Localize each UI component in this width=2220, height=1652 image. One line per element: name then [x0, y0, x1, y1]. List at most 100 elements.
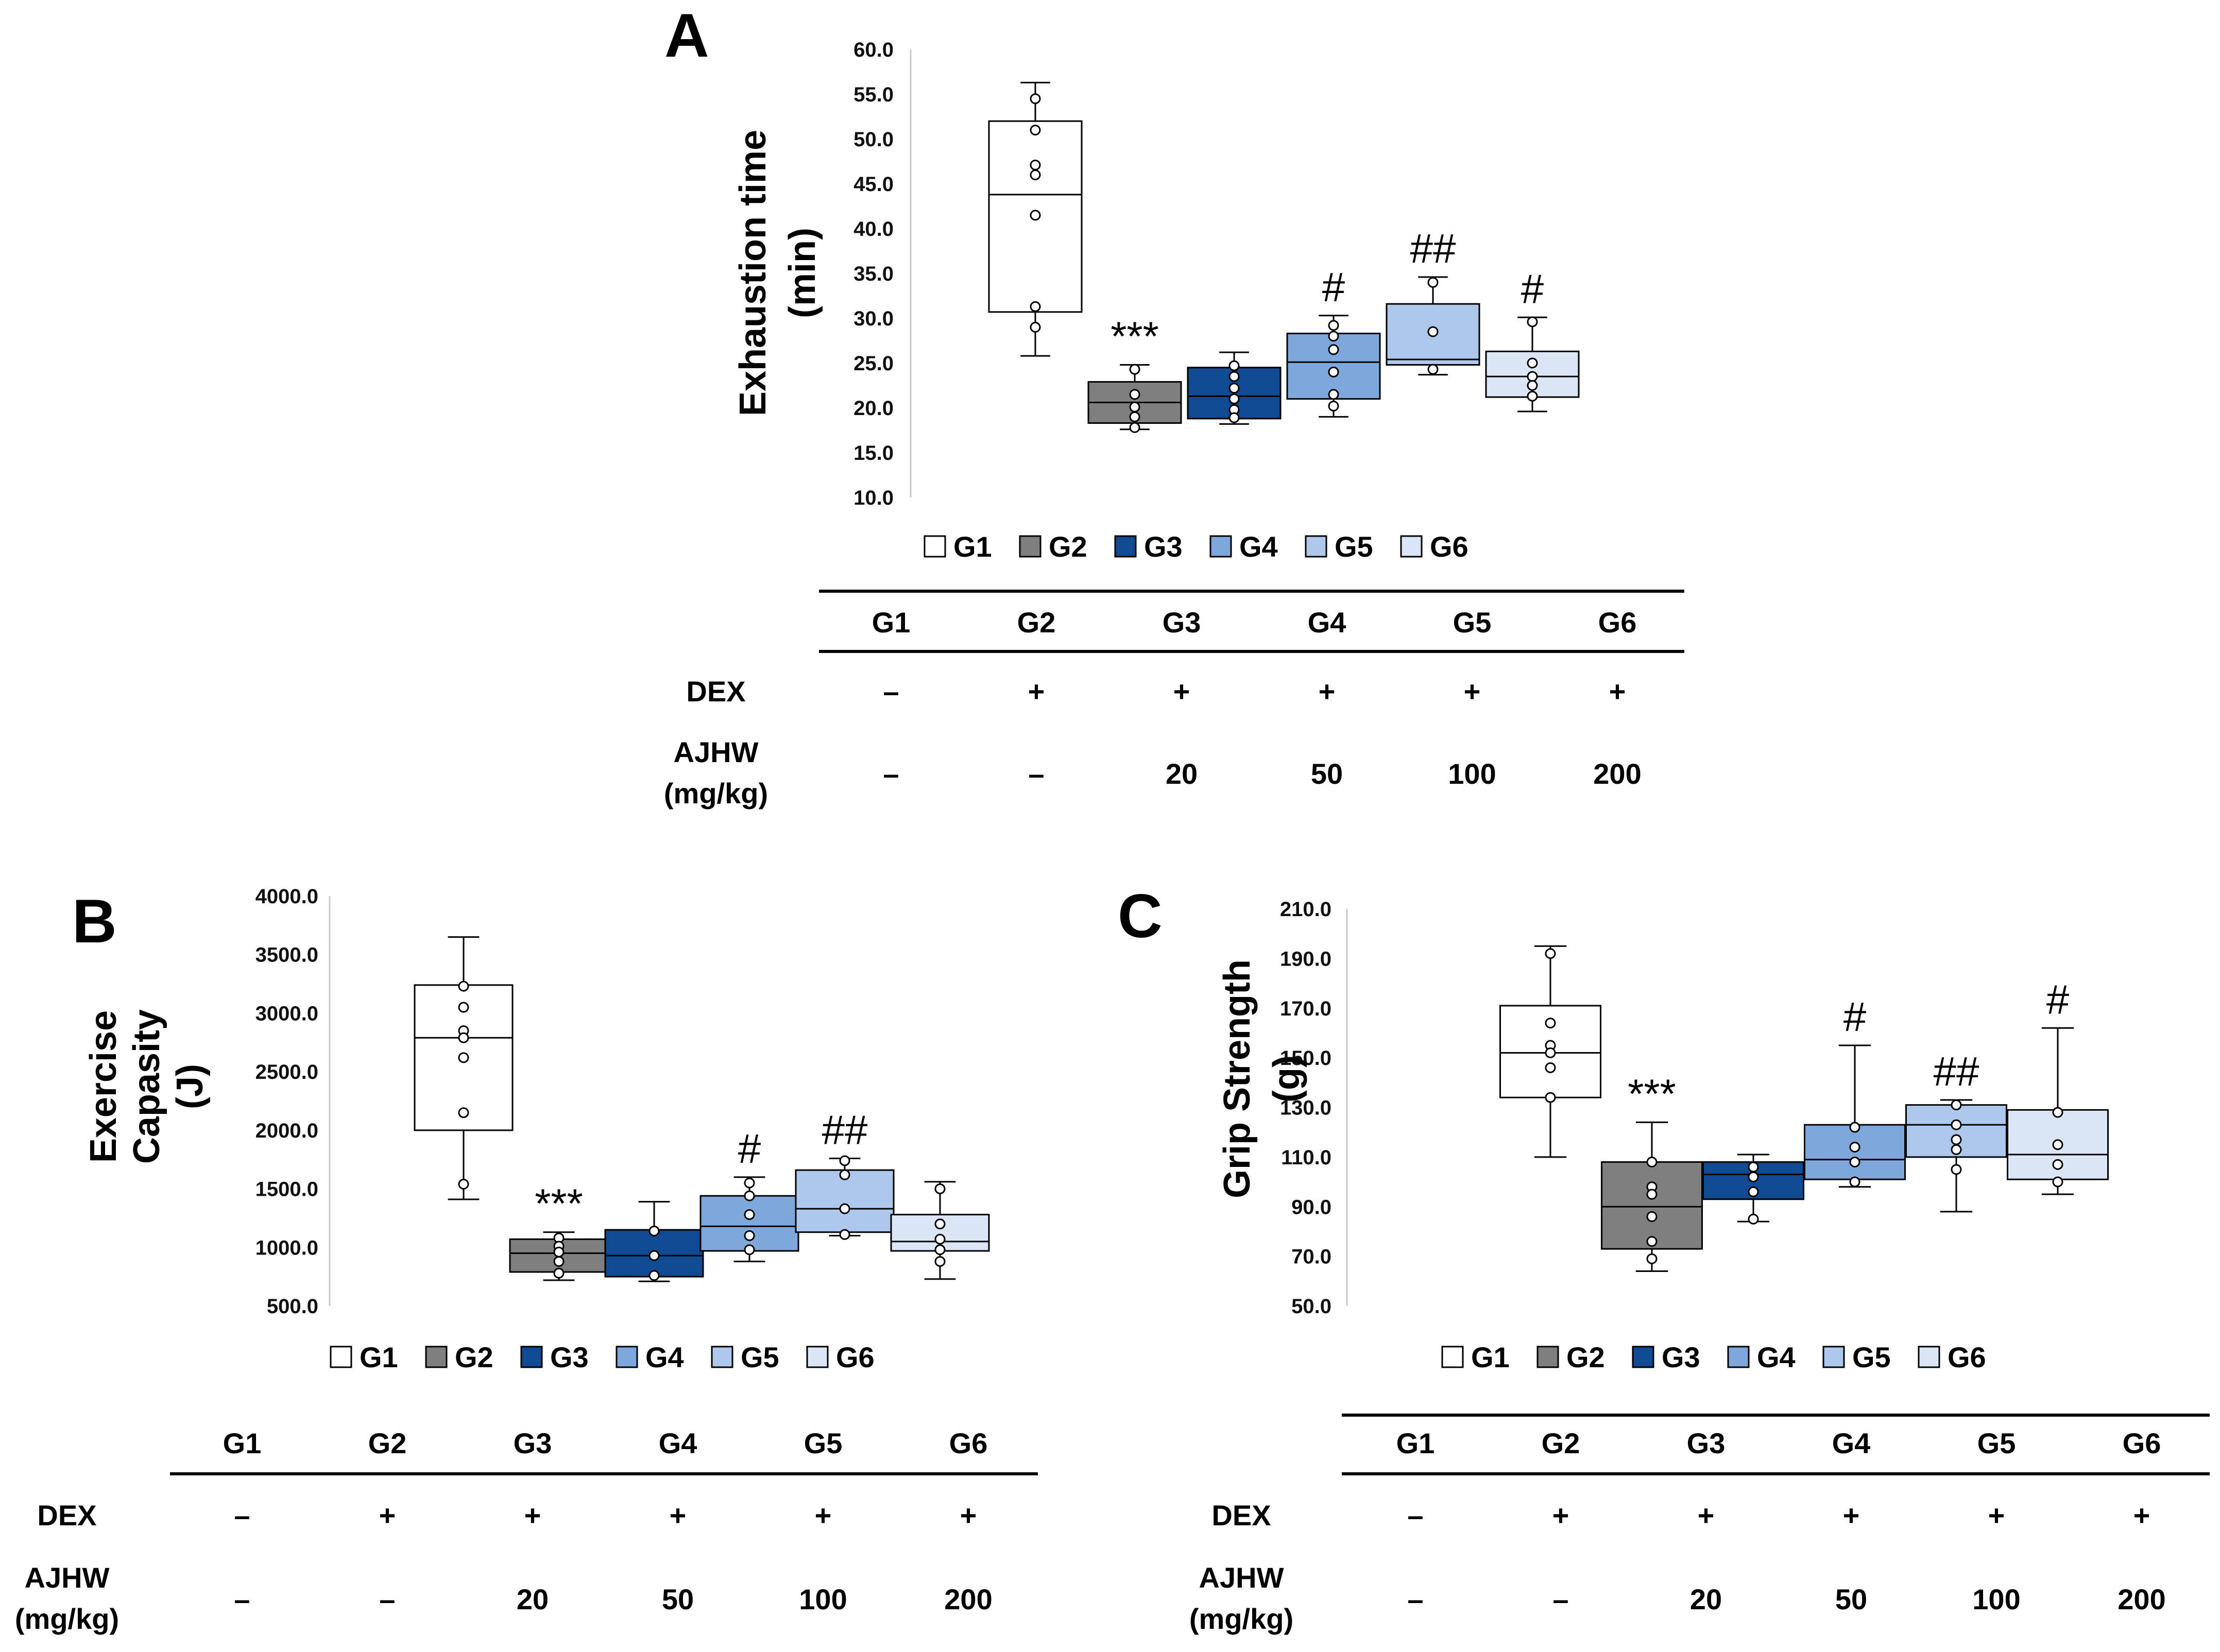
legend-swatch	[425, 1346, 448, 1368]
data-point	[839, 1155, 850, 1166]
table-ajhw-cell: 20	[1690, 1583, 1722, 1615]
table-ajhw-cell: –	[1407, 1583, 1423, 1615]
data-point	[1427, 326, 1439, 337]
table-row-label-ajhw: AJHW	[674, 736, 759, 768]
table-row-label-unit: (mg/kg)	[15, 1603, 119, 1635]
table-ajhw-cell: 50	[1835, 1583, 1867, 1615]
box-iqr	[1601, 1161, 1703, 1250]
data-point	[458, 1052, 469, 1063]
y-tick-label: 40.0	[853, 218, 894, 240]
table-header-cell: G5	[1453, 606, 1492, 639]
legend-swatch	[806, 1346, 829, 1368]
data-point	[1129, 422, 1140, 433]
data-point	[839, 1203, 850, 1214]
data-point	[1646, 1236, 1658, 1247]
y-axis-label: Exhaustion time (min)	[732, 130, 823, 416]
data-point	[934, 1183, 946, 1195]
y-axis-label-line: (J)	[169, 1064, 211, 1109]
box-iqr	[699, 1195, 799, 1252]
data-point	[1328, 366, 1339, 377]
legend-label: G4	[645, 1341, 684, 1373]
data-point	[1030, 210, 1041, 221]
data-point	[1030, 93, 1041, 105]
data-point	[744, 1177, 755, 1189]
data-point	[1427, 277, 1439, 288]
significance-marker: #	[2046, 976, 2070, 1022]
data-point	[553, 1246, 565, 1258]
legend-swatch	[1441, 1346, 1464, 1368]
data-point	[1129, 411, 1140, 422]
table-ajhw-cell: 200	[1593, 758, 1641, 790]
legend-swatch	[711, 1346, 733, 1368]
legend-swatch	[1727, 1346, 1750, 1368]
y-tick-label: 170.0	[1280, 997, 1331, 1020]
data-point	[1129, 401, 1140, 412]
significance-marker: #	[1843, 994, 1867, 1040]
table-ajhw-cell: –	[379, 1583, 395, 1615]
table-header-cell: G5	[804, 1427, 843, 1459]
table-dex-cell: +	[1464, 675, 1481, 708]
table-header-cell: G2	[368, 1427, 407, 1459]
box-g5	[1905, 1099, 2007, 1213]
data-point	[1030, 321, 1041, 333]
data-point	[1748, 1161, 1759, 1173]
legend-label: G2	[1049, 530, 1087, 563]
box-g1	[414, 936, 514, 1200]
significance-marker: ##	[1934, 1048, 1979, 1094]
table-ajhw-cell: 20	[1166, 758, 1198, 790]
y-axis-label-line: Capasity	[126, 1009, 167, 1164]
y-tick-label: 190.0	[1280, 948, 1331, 970]
legend-label: G1	[360, 1341, 398, 1373]
table-dex-cell: +	[524, 1499, 541, 1531]
legend-label: G6	[836, 1341, 875, 1373]
treatment-table: G1 – – G2 + – G3 +20 G4 +50 G5 +100 G6 +200 DEX AJHW (mg…	[1189, 1414, 2210, 1635]
y-tick-label: 55.0	[853, 83, 894, 106]
data-point	[1228, 383, 1240, 394]
table-header-cell: G1	[223, 1427, 262, 1459]
legend-label: G3	[1144, 530, 1183, 563]
legend-swatch	[1400, 535, 1423, 558]
y-tick-label: 35.0	[853, 263, 894, 285]
y-tick-label: 3500.0	[255, 944, 318, 967]
data-point	[1228, 371, 1240, 382]
box-g5	[795, 1155, 895, 1240]
box-g5	[1386, 276, 1480, 376]
y-axis-label-line: Grip Strength	[1217, 959, 1258, 1198]
data-point	[1328, 344, 1339, 355]
legend-label: G5	[1852, 1341, 1891, 1373]
box-g4	[1804, 1044, 1906, 1188]
table-header-cell: G4	[1308, 606, 1346, 639]
table-header-cell: G3	[1687, 1427, 1726, 1459]
table-header-cell: G1	[872, 606, 911, 639]
table-header-cell: G6	[949, 1427, 988, 1459]
y-tick-label: 50.0	[853, 128, 894, 151]
table-dex-cell: +	[379, 1499, 396, 1531]
y-tick-label: 45.0	[853, 173, 894, 196]
table-ajhw-cell: –	[1552, 1583, 1568, 1615]
y-tick-label: 4000.0	[255, 885, 318, 908]
data-point	[744, 1209, 755, 1220]
y-tick-label: 50.0	[1291, 1295, 1331, 1318]
y-tick-label: 90.0	[1291, 1196, 1331, 1218]
legend-label: G3	[1662, 1341, 1700, 1373]
table-ajhw-cell: 100	[799, 1583, 847, 1615]
data-point	[839, 1229, 850, 1240]
data-point	[1228, 412, 1240, 423]
data-point	[1951, 1119, 1962, 1130]
data-point	[458, 1107, 469, 1118]
legend-label: G3	[550, 1341, 589, 1373]
data-point	[1129, 389, 1140, 400]
data-point	[1951, 1099, 1962, 1111]
data-point	[934, 1218, 946, 1230]
y-axis-label-line: Exercise	[83, 1010, 124, 1163]
table-header-cell: G2	[1542, 1427, 1580, 1459]
legend-label: G2	[455, 1341, 493, 1373]
data-point	[2052, 1139, 2063, 1150]
table-ajhw-cell: 100	[1972, 1583, 2020, 1615]
significance-marker: #	[1322, 264, 1345, 310]
data-point	[1545, 1092, 1556, 1103]
y-tick-label: 110.0	[1281, 1146, 1331, 1169]
table-row-label-unit: (mg/kg)	[1189, 1603, 1293, 1635]
y-tick-label: 210.0	[1280, 898, 1331, 921]
